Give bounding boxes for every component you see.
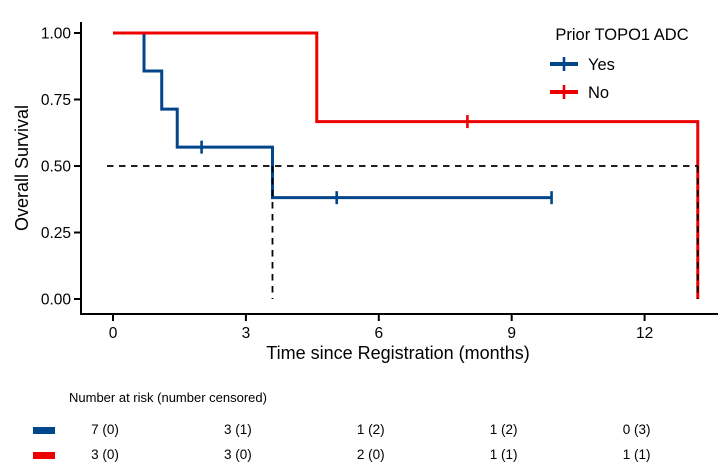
x-axis-title: Time since Registration (months) — [266, 343, 529, 363]
y-axis-title: Overall Survival — [12, 105, 32, 231]
risk-cell: 0 (3) — [622, 422, 651, 437]
risk-cell: 7 (0) — [91, 422, 119, 437]
y-tick-label: 0.25 — [41, 225, 71, 242]
censor-marks-layer — [200, 115, 553, 205]
risk-cell: 3 (0) — [224, 447, 252, 462]
y-tick-label: 1.00 — [41, 26, 72, 43]
x-tick-label: 6 — [374, 325, 383, 342]
legend-label-yes: Yes — [588, 56, 615, 74]
y-tick-label: 0.50 — [41, 159, 72, 176]
x-tick-label: 3 — [242, 325, 251, 342]
risk-cell: 3 (0) — [91, 447, 119, 462]
risk-cell: 2 (0) — [356, 447, 385, 462]
legend-label-no: No — [588, 84, 609, 102]
risk-table-title: Number at risk (number censored) — [69, 390, 267, 405]
risk-cell: 1 (2) — [489, 422, 518, 437]
x-tick-label: 12 — [636, 325, 653, 342]
legend: Yes No — [550, 56, 615, 102]
x-tick-label: 0 — [109, 325, 118, 342]
risk-swatch-no — [33, 452, 55, 459]
reference-lines-layer — [107, 165, 699, 299]
survival-curve-yes — [113, 31, 552, 200]
risk-cell: 1 (2) — [356, 422, 385, 437]
risk-cell: 1 (1) — [622, 447, 651, 462]
x-tick-label: 9 — [507, 325, 516, 342]
y-tick-label: 0.75 — [41, 92, 71, 109]
axes-layer: 0 3 6 9 12 0.00 0.25 0.50 0.75 1.00 — [41, 22, 718, 342]
km-chart: 0 3 6 9 12 0.00 0.25 0.50 0.75 1.00 Yes No Time si… — [12, 22, 718, 363]
risk-cell: 3 (1) — [224, 422, 252, 437]
legend-title: Prior TOPO1 ADC — [555, 26, 688, 44]
risk-cell: 1 (1) — [489, 447, 518, 462]
y-tick-label: 0.00 — [41, 292, 72, 309]
risk-swatch-yes — [33, 427, 55, 434]
